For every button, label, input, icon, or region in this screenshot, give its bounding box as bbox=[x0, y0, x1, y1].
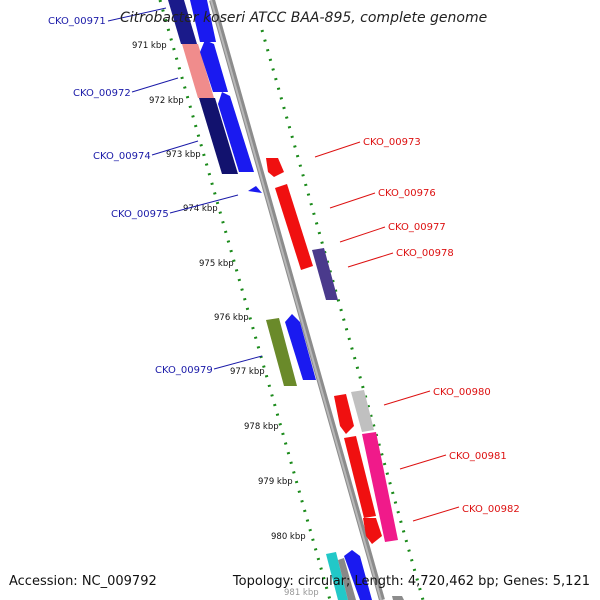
leader-cko-00972 bbox=[131, 77, 179, 93]
accession-label: Accession: NC_009792 bbox=[9, 574, 157, 589]
leader-lines bbox=[107, 7, 460, 522]
gene-cko-00982 bbox=[362, 432, 398, 542]
gene-cko-00973 bbox=[266, 158, 284, 177]
leader-cko-00978 bbox=[347, 252, 394, 268]
gene-cko-00979 bbox=[266, 318, 297, 386]
gene-label-cko-00973: CKO_00973 bbox=[363, 137, 421, 148]
gene-label-cko-00971: CKO_00971 bbox=[48, 16, 106, 27]
gene-cko-00976 bbox=[275, 184, 313, 270]
leader-cko-00981 bbox=[399, 454, 447, 470]
tick-labels: 971 kbp 972 kbp 973 kbp 974 kbp 975 kbp … bbox=[132, 41, 319, 598]
gene-cko-00972 bbox=[182, 44, 214, 98]
gene-label-cko-00972: CKO_00972 bbox=[73, 88, 131, 99]
gene-label-cko-00978: CKO_00978 bbox=[396, 248, 454, 259]
leader-cko-00971 bbox=[107, 7, 167, 22]
gene-label-cko-00982: CKO_00982 bbox=[462, 504, 520, 515]
gene-bottom-b bbox=[344, 550, 372, 600]
leader-cko-00973 bbox=[314, 141, 361, 158]
backbone-highlight bbox=[210, 0, 382, 600]
tick-label: 980 kbp bbox=[271, 532, 306, 542]
map-title: Citrobacter koseri ATCC BAA-895, complet… bbox=[120, 10, 488, 26]
tick-label: 974 kbp bbox=[183, 204, 218, 214]
tick-label: 976 kbp bbox=[214, 313, 249, 323]
leader-cko-00975 bbox=[169, 194, 239, 214]
gene-cko-00974 bbox=[199, 98, 238, 174]
gene-cko-00981 bbox=[344, 436, 376, 518]
gene-cko-00972-b bbox=[200, 40, 228, 92]
leader-cko-00982 bbox=[412, 506, 460, 522]
gene-cko-00974-b bbox=[218, 92, 254, 172]
leader-cko-00980 bbox=[383, 390, 431, 406]
gene-label-cko-00976: CKO_00976 bbox=[378, 188, 436, 199]
gene-bottom-d bbox=[392, 596, 404, 600]
tick-track-right bbox=[260, 29, 425, 600]
leader-cko-00976 bbox=[329, 192, 376, 209]
gene-cko-00975 bbox=[248, 186, 262, 193]
genome-summary: Topology: circular; Length: 4,720,462 bp… bbox=[232, 574, 590, 589]
tick-label: 975 kbp bbox=[199, 259, 234, 269]
gene-cko-00980 bbox=[334, 394, 354, 434]
tick-label: 981 kbp bbox=[284, 588, 319, 598]
tick-label: 979 kbp bbox=[258, 477, 293, 487]
leader-cko-00974 bbox=[151, 140, 199, 156]
gene-label-cko-00974: CKO_00974 bbox=[93, 151, 151, 162]
gene-bottom-c bbox=[338, 558, 356, 600]
gene-label-cko-00981: CKO_00981 bbox=[449, 451, 507, 462]
tick-track-left bbox=[158, 0, 332, 600]
gene-cko-00979-b bbox=[285, 314, 316, 380]
leader-cko-00977 bbox=[339, 226, 386, 243]
gene-cko-00971-b bbox=[190, 0, 216, 42]
gene-bottom-a bbox=[326, 552, 348, 600]
gene-label-cko-00979: CKO_00979 bbox=[155, 365, 213, 376]
gene-label-cko-00977: CKO_00977 bbox=[388, 222, 446, 233]
gene-cko-00978 bbox=[312, 248, 338, 300]
tick-label: 977 kbp bbox=[230, 367, 265, 377]
gene-label-cko-00975: CKO_00975 bbox=[111, 209, 169, 220]
leader-cko-00979 bbox=[213, 355, 263, 370]
gene-labels: CKO_00971 CKO_00972 CKO_00974 CKO_00975 … bbox=[48, 16, 520, 515]
tick-label: 971 kbp bbox=[132, 41, 167, 51]
tick-label: 973 kbp bbox=[166, 150, 201, 160]
gene-cko-00981-b bbox=[363, 518, 382, 544]
gene-cko-00971 bbox=[168, 0, 197, 44]
gene-cko-00980-b bbox=[351, 390, 374, 432]
gene-features bbox=[168, 0, 404, 600]
gene-label-cko-00980: CKO_00980 bbox=[433, 387, 491, 398]
tick-label: 978 kbp bbox=[244, 422, 279, 432]
tick-label: 972 kbp bbox=[149, 96, 184, 106]
